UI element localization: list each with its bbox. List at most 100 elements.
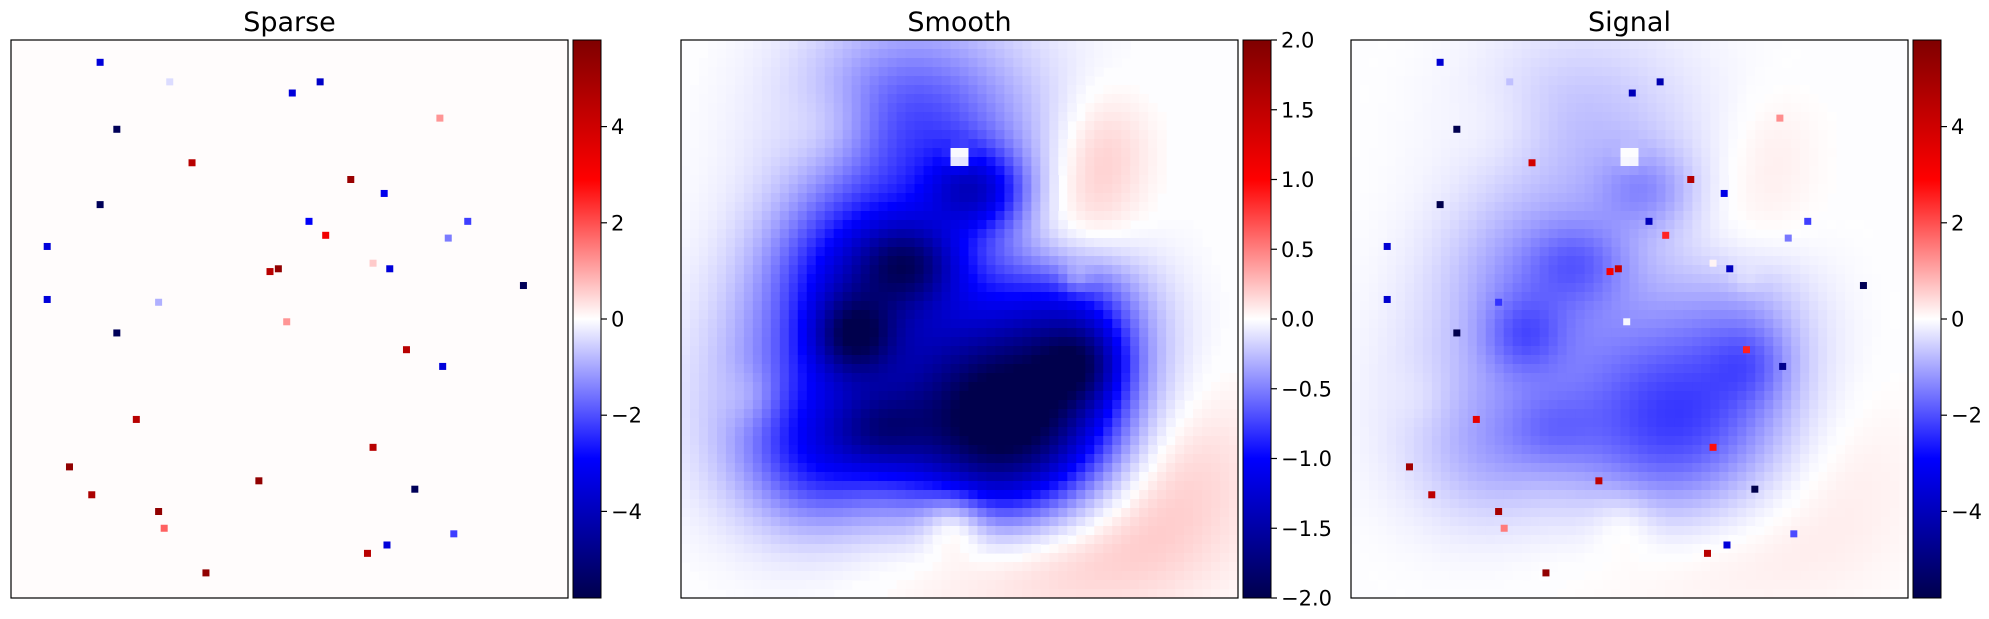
heatmap-cell — [1193, 526, 1203, 536]
heatmap-cell — [950, 130, 961, 140]
heatmap-cell — [725, 535, 736, 545]
heatmap-cell — [779, 157, 790, 167]
heatmap-cell — [1647, 40, 1658, 50]
heatmap-cell — [968, 40, 979, 50]
spike-cell — [96, 201, 104, 209]
heatmap-cell — [1130, 301, 1140, 311]
heatmap-cell — [770, 193, 781, 203]
heatmap-cell — [887, 184, 898, 194]
heatmap-cell — [698, 301, 709, 311]
heatmap-cell — [923, 373, 934, 383]
heatmap-cell — [959, 67, 970, 77]
heatmap-cell — [977, 535, 988, 545]
heatmap-cell — [806, 517, 817, 527]
heatmap-cell — [779, 418, 790, 428]
heatmap-cell — [1827, 148, 1837, 158]
heatmap-cell — [896, 292, 907, 302]
heatmap-cell — [1539, 40, 1550, 50]
heatmap-cell — [770, 418, 781, 428]
heatmap-cell — [1863, 247, 1873, 257]
heatmap-cell — [860, 85, 871, 95]
heatmap-cell — [1121, 517, 1131, 527]
heatmap-cell — [950, 121, 961, 131]
heatmap-cell — [1728, 94, 1738, 104]
heatmap-cell — [1494, 175, 1505, 185]
heatmap-cell — [1791, 166, 1801, 176]
heatmap-cell — [1139, 409, 1149, 419]
heatmap-cell — [1103, 346, 1113, 356]
heatmap-cell — [1566, 85, 1577, 95]
heatmap-cell — [842, 364, 853, 374]
heatmap-cell — [1512, 67, 1523, 77]
heatmap-cell — [1121, 193, 1131, 203]
heatmap-cell — [1782, 58, 1792, 68]
heatmap-cell — [770, 292, 781, 302]
heatmap-cell — [1683, 94, 1693, 104]
heatmap-cell — [833, 337, 844, 347]
heatmap-cell — [977, 220, 988, 230]
heatmap-cell — [1512, 211, 1523, 221]
heatmap-cell — [1665, 265, 1676, 275]
heatmap-cell — [1746, 256, 1756, 266]
heatmap-cell — [1058, 76, 1068, 86]
heatmap-cell — [1094, 490, 1104, 500]
heatmap-cell — [1737, 58, 1747, 68]
heatmap-cell — [1764, 175, 1774, 185]
heatmap-cell — [1013, 238, 1023, 248]
heatmap-cell — [761, 256, 772, 266]
heatmap-cell — [1791, 139, 1801, 149]
heatmap-cell — [1827, 130, 1837, 140]
heatmap-cell — [1566, 265, 1577, 275]
heatmap-cell — [914, 400, 925, 410]
heatmap-cell — [689, 481, 700, 491]
heatmap-cell — [1220, 517, 1230, 527]
heatmap-cell — [1692, 229, 1702, 239]
heatmap-cell — [815, 580, 826, 590]
spike-cell — [202, 569, 210, 577]
heatmap-cell — [734, 445, 745, 455]
heatmap-cell — [761, 355, 772, 365]
heatmap-cell — [788, 229, 799, 239]
heatmap-cell — [986, 265, 997, 275]
heatmap-cell — [1094, 58, 1104, 68]
heatmap-cell — [1737, 175, 1747, 185]
heatmap-cell — [1575, 49, 1586, 59]
heatmap-cell — [1130, 346, 1140, 356]
heatmap-cell — [1809, 121, 1819, 131]
heatmap-cell — [1782, 211, 1792, 221]
heatmap-cell — [824, 580, 835, 590]
heatmap-cell — [1220, 580, 1230, 590]
heatmap-cell — [1602, 184, 1613, 194]
heatmap-cell — [1004, 211, 1014, 221]
heatmap-cell — [752, 211, 763, 221]
heatmap-cell — [1351, 238, 1361, 248]
heatmap-cell — [896, 436, 907, 446]
spike-cell — [464, 217, 472, 225]
heatmap-cell — [887, 220, 898, 230]
heatmap-cell — [995, 472, 1006, 482]
heatmap-cell — [806, 391, 817, 401]
heatmap-cell — [1184, 274, 1194, 284]
heatmap-cell — [878, 310, 889, 320]
heatmap-cell — [689, 211, 700, 221]
heatmap-cell — [1575, 220, 1586, 230]
heatmap-cell — [941, 310, 952, 320]
heatmap-cell — [1202, 526, 1212, 536]
heatmap-cell — [788, 139, 799, 149]
heatmap-cell — [1157, 121, 1167, 131]
heatmap-cell — [1067, 562, 1077, 572]
heatmap-cell — [986, 166, 997, 176]
heatmap-cell — [761, 328, 772, 338]
heatmap-cell — [1022, 211, 1032, 221]
heatmap-cell — [1148, 490, 1158, 500]
heatmap-cell — [1359, 121, 1370, 131]
heatmap-cell — [824, 553, 835, 563]
heatmap-cell — [1193, 418, 1203, 428]
heatmap-cell — [842, 256, 853, 266]
heatmap-cell — [1148, 265, 1158, 275]
heatmap-cell — [725, 427, 736, 437]
heatmap-cell — [788, 121, 799, 131]
heatmap-cell — [1359, 193, 1370, 203]
heatmap-cell — [797, 121, 808, 131]
heatmap-cell — [1184, 292, 1194, 302]
